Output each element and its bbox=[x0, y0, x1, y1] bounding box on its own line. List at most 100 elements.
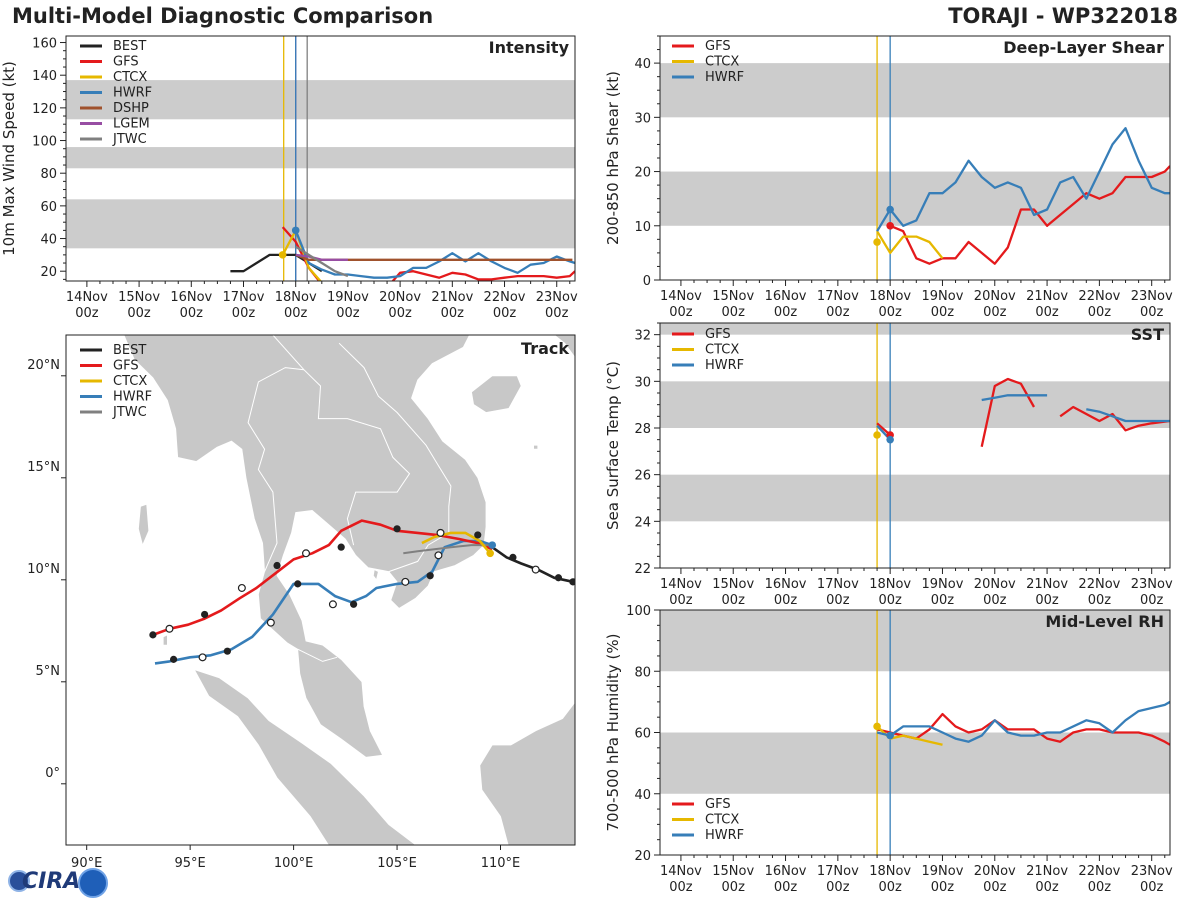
track-position-open bbox=[237, 583, 246, 592]
x-tick-label-hour: 00z bbox=[388, 306, 412, 321]
x-tick-label-hour: 00z bbox=[441, 306, 465, 321]
legend-label-ctcx: CTCX bbox=[705, 55, 739, 70]
track-position-open bbox=[266, 618, 275, 627]
track-position-filled bbox=[201, 610, 209, 619]
x-tick-label-hour: 00z bbox=[669, 593, 693, 608]
shear-series-ctcx bbox=[876, 230, 944, 260]
y-tick-label: 32 bbox=[634, 329, 651, 344]
x-tick-label-hour: 00z bbox=[983, 880, 1007, 895]
track-position-hwrf bbox=[488, 541, 497, 549]
y-tick-label: 40 bbox=[40, 233, 57, 248]
x-tick-label-day: 15Nov bbox=[712, 864, 754, 879]
track-legend-label-gfs: GFS bbox=[113, 359, 139, 374]
border-myanmar-thailand bbox=[247, 367, 304, 572]
y-tick-label: 24 bbox=[634, 515, 651, 530]
x-tick-label-day: 16Nov bbox=[765, 289, 807, 304]
track-position-filled bbox=[569, 578, 575, 586]
x-tick-label-day: 21Nov bbox=[1026, 289, 1068, 304]
intensity-point-ctcx bbox=[278, 251, 287, 259]
lon-tick-label: 90°E bbox=[71, 856, 102, 871]
sst-series-gfs bbox=[980, 377, 1036, 447]
lon-tick-label: 100°E bbox=[274, 856, 314, 871]
x-tick-label-hour: 00z bbox=[127, 306, 151, 321]
land-hainan bbox=[471, 375, 522, 413]
legend-label-hwrf: HWRF bbox=[705, 358, 744, 373]
x-tick-label-day: 18Nov bbox=[869, 864, 911, 879]
sst-band bbox=[660, 323, 1170, 335]
rh-ylabel: 700-500 hPa Humidity (%) bbox=[604, 633, 622, 831]
track-position-filled bbox=[149, 631, 157, 639]
x-tick-label-hour: 00z bbox=[983, 305, 1007, 320]
y-tick-label: 120 bbox=[32, 102, 57, 117]
track-position-filled bbox=[426, 572, 434, 580]
rh-panel: 2040608010014Nov00z15Nov00z16Nov00z17Nov… bbox=[604, 604, 1173, 895]
track-position-filled bbox=[393, 525, 401, 533]
track-legend-label-hwrf: HWRF bbox=[113, 390, 152, 405]
track-line-gfs bbox=[152, 519, 493, 637]
intensity-series-lgem bbox=[295, 253, 348, 261]
x-tick-label-hour: 00z bbox=[931, 305, 955, 320]
x-tick-label-day: 22Nov bbox=[1078, 289, 1120, 304]
intensity-point-hwrf bbox=[291, 226, 300, 235]
x-tick-label-hour: 00z bbox=[669, 880, 693, 895]
track-position-open bbox=[436, 528, 445, 537]
rh-series-gfs bbox=[876, 712, 1170, 746]
x-tick-label-day: 23Nov bbox=[1131, 289, 1173, 304]
track-position-open bbox=[165, 624, 174, 633]
intensity-series-jtwc bbox=[295, 245, 349, 278]
track-position-open bbox=[198, 653, 207, 662]
x-tick-label-hour: 00z bbox=[284, 306, 308, 321]
land-paracel bbox=[533, 444, 539, 450]
track-position-open bbox=[302, 549, 311, 558]
y-tick-label: 20 bbox=[40, 265, 57, 280]
legend-label-ctcx: CTCX bbox=[705, 813, 739, 828]
x-tick-label-day: 20Nov bbox=[379, 290, 421, 305]
shear-panel: 01020304014Nov00z15Nov00z16Nov00z17Nov00… bbox=[604, 35, 1173, 320]
legend-label-ctcx: CTCX bbox=[705, 343, 739, 358]
rh-point-hwrf bbox=[886, 731, 894, 740]
y-tick-label: 22 bbox=[634, 562, 651, 577]
border-vietnam bbox=[338, 342, 452, 573]
x-tick-label-day: 16Nov bbox=[765, 864, 807, 879]
y-tick-label: 40 bbox=[634, 788, 651, 803]
border-thailand-malaysia bbox=[297, 648, 338, 662]
y-tick-label: 160 bbox=[32, 37, 57, 52]
sst-panel: 22242628303214Nov00z15Nov00z16Nov00z17No… bbox=[604, 322, 1173, 608]
rh-band bbox=[660, 610, 1170, 672]
x-tick-label-day: 17Nov bbox=[817, 577, 859, 592]
intensity-series-dshp bbox=[295, 253, 573, 261]
lat-tick-label: 20°N bbox=[27, 358, 60, 373]
shear-band bbox=[660, 63, 1170, 118]
x-tick-label-hour: 00z bbox=[493, 306, 517, 321]
x-tick-label-hour: 00z bbox=[826, 305, 850, 320]
figure-title: Multi-Model Diagnostic Comparison bbox=[12, 4, 434, 28]
x-tick-label-hour: 00z bbox=[774, 593, 798, 608]
cira-swirl-icon bbox=[8, 870, 30, 892]
x-tick-label-hour: 00z bbox=[774, 305, 798, 320]
legend-label-hwrf: HWRF bbox=[705, 828, 744, 843]
sst-series-gfs bbox=[1059, 405, 1170, 432]
rh-plot-area bbox=[873, 610, 1170, 855]
x-tick-label-hour: 00z bbox=[826, 593, 850, 608]
intensity-ylabel: 10m Max Wind Speed (kt) bbox=[0, 61, 18, 256]
x-tick-label-hour: 00z bbox=[180, 306, 204, 321]
x-tick-label-hour: 00z bbox=[878, 880, 902, 895]
sst-band bbox=[660, 474, 1170, 522]
shear-point-hwrf bbox=[886, 205, 894, 214]
legend-label-ctcx: CTCX bbox=[113, 70, 147, 85]
track-position-open bbox=[328, 600, 337, 609]
x-tick-label-day: 20Nov bbox=[974, 289, 1016, 304]
land-borneo bbox=[479, 701, 575, 845]
sst-title: SST bbox=[1131, 325, 1164, 344]
intensity-band bbox=[66, 199, 575, 249]
lat-tick-label: 10°N bbox=[27, 562, 60, 577]
x-tick-label-hour: 00z bbox=[1140, 305, 1164, 320]
sst-frame bbox=[659, 322, 1171, 569]
x-tick-label-hour: 00z bbox=[1035, 305, 1059, 320]
legend-label-dshp: DSHP bbox=[113, 101, 149, 116]
rh-band bbox=[660, 732, 1170, 794]
x-tick-label-day: 23Nov bbox=[1131, 864, 1173, 879]
lon-tick-label: 105°E bbox=[377, 856, 417, 871]
track-position-filled bbox=[273, 561, 281, 570]
x-tick-label-day: 19Nov bbox=[922, 864, 964, 879]
